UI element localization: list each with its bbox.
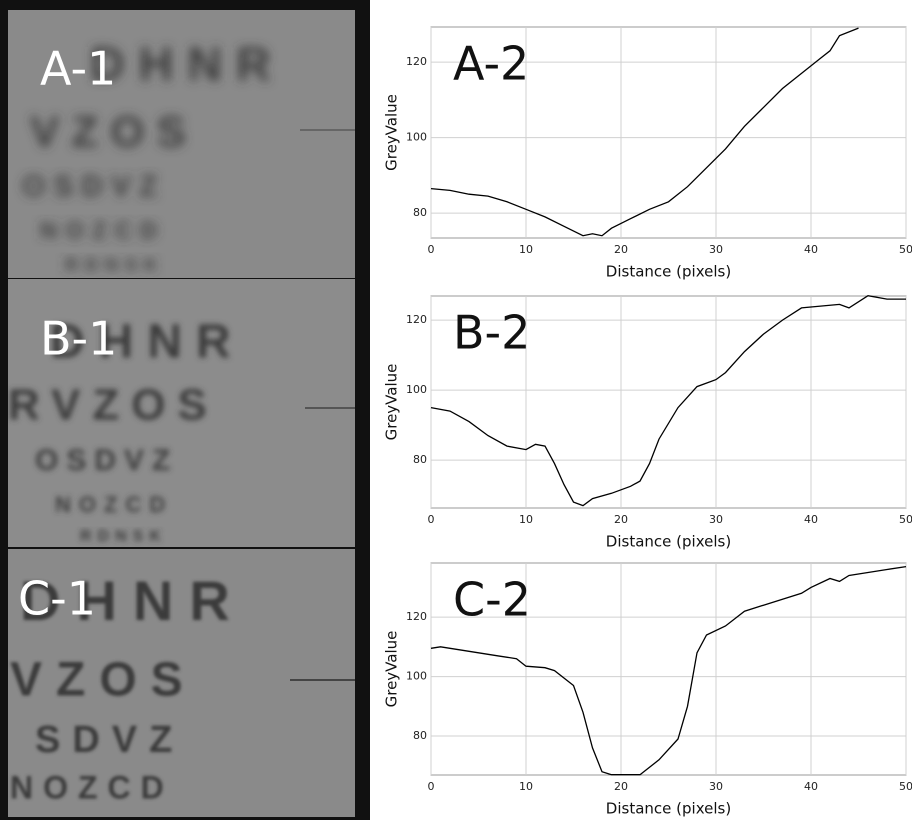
chart-letters: RDNSK xyxy=(80,528,167,545)
x-tick-label: 30 xyxy=(709,513,723,526)
chart-letters: NOZCD xyxy=(40,217,165,244)
x-tick-label: 10 xyxy=(519,513,533,526)
x-tick-label: 40 xyxy=(804,513,818,526)
panel-annotation: B-2 xyxy=(453,306,530,360)
y-tick-label: 80 xyxy=(413,206,427,219)
x-axis-label: Distance (pixels) xyxy=(606,533,731,551)
chart-letters: OSDVZ xyxy=(35,444,178,477)
photo-bg xyxy=(8,549,355,817)
panel-label: B-1 xyxy=(40,312,117,366)
x-axis-label: Distance (pixels) xyxy=(606,263,731,281)
x-tick-label: 40 xyxy=(804,243,818,256)
x-axis-label: Distance (pixels) xyxy=(606,800,731,818)
chart-letters: RVZOS xyxy=(8,381,219,430)
chart-letters: DHNR xyxy=(50,316,245,369)
plot-area xyxy=(430,295,907,509)
chart-letters: NOZCD xyxy=(55,492,173,517)
line-series xyxy=(430,27,859,237)
photo-panel: DHNR VZOS SDVZ NOZCD C-1 xyxy=(10,569,246,806)
plot-area xyxy=(430,562,907,776)
chart-letters: OSDVZ xyxy=(22,170,165,203)
chart-letters: DHNR xyxy=(20,569,246,632)
y-tick-label: 100 xyxy=(406,131,427,144)
y-axis-label: GreyValue xyxy=(383,94,401,171)
panel-annotation: C-2 xyxy=(453,573,531,627)
photo-panel: DHNR RVZOS OSDVZ NOZCD RDNSK B-1 xyxy=(8,312,245,546)
panel-label: C-1 xyxy=(18,572,96,626)
y-tick-label: 80 xyxy=(413,729,427,742)
line-series xyxy=(430,565,907,776)
photo-bg xyxy=(8,10,355,278)
chart-letters: DHNR xyxy=(90,39,285,92)
chart-letters: SDVZ xyxy=(35,719,184,761)
y-tick-label: 100 xyxy=(406,383,427,396)
y-axis-label: GreyValue xyxy=(383,364,401,441)
x-tick-label: 0 xyxy=(428,780,435,793)
chart-letters: VZOS xyxy=(10,654,197,707)
x-tick-label: 30 xyxy=(709,780,723,793)
x-tick-label: 50 xyxy=(899,243,912,256)
y-tick-label: 120 xyxy=(406,610,427,623)
x-tick-label: 20 xyxy=(614,513,628,526)
line-series xyxy=(430,295,906,507)
x-tick-label: 0 xyxy=(428,513,435,526)
x-tick-label: 20 xyxy=(614,780,628,793)
chart-letters: VZOS xyxy=(30,108,198,157)
x-tick-label: 50 xyxy=(899,513,912,526)
x-tick-label: 0 xyxy=(428,243,435,256)
y-tick-label: 100 xyxy=(406,670,427,683)
y-axis-label: GreyValue xyxy=(383,631,401,708)
y-tick-label: 120 xyxy=(406,313,427,326)
x-tick-label: 20 xyxy=(614,243,628,256)
panel-label: A-1 xyxy=(40,42,116,96)
chart-letters: RDNSK xyxy=(65,255,164,275)
photo-panel: DHNR VZOS OSDVZ NOZCD RDNSK A-1 xyxy=(22,39,285,275)
x-tick-label: 40 xyxy=(804,780,818,793)
y-tick-label: 120 xyxy=(406,55,427,68)
photo-bg xyxy=(8,279,355,547)
x-tick-label: 10 xyxy=(519,243,533,256)
panel-annotation: A-2 xyxy=(453,37,529,91)
x-tick-label: 50 xyxy=(899,780,912,793)
chart-letters: NOZCD xyxy=(10,769,174,805)
x-tick-label: 10 xyxy=(519,780,533,793)
y-tick-label: 80 xyxy=(413,453,427,466)
x-tick-label: 30 xyxy=(709,243,723,256)
